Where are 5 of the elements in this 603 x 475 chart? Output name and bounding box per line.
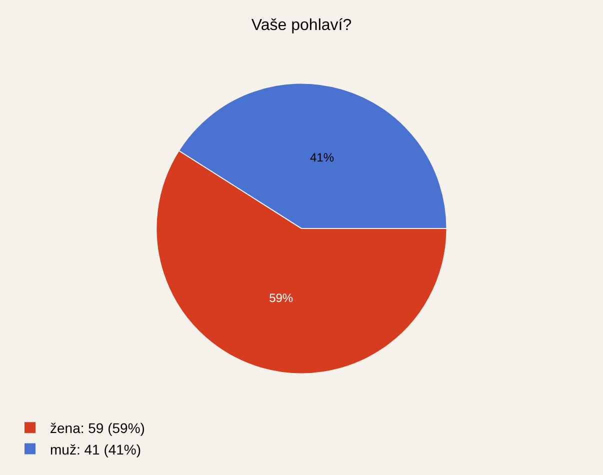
data-label: 41% <box>310 150 334 164</box>
chart-title: Vaše pohlaví? <box>251 17 352 34</box>
data-label: 59% <box>269 291 294 306</box>
legend-label: žena: 59 (59%) <box>50 420 145 436</box>
legend-label: muž: 41 (41%) <box>50 441 142 458</box>
